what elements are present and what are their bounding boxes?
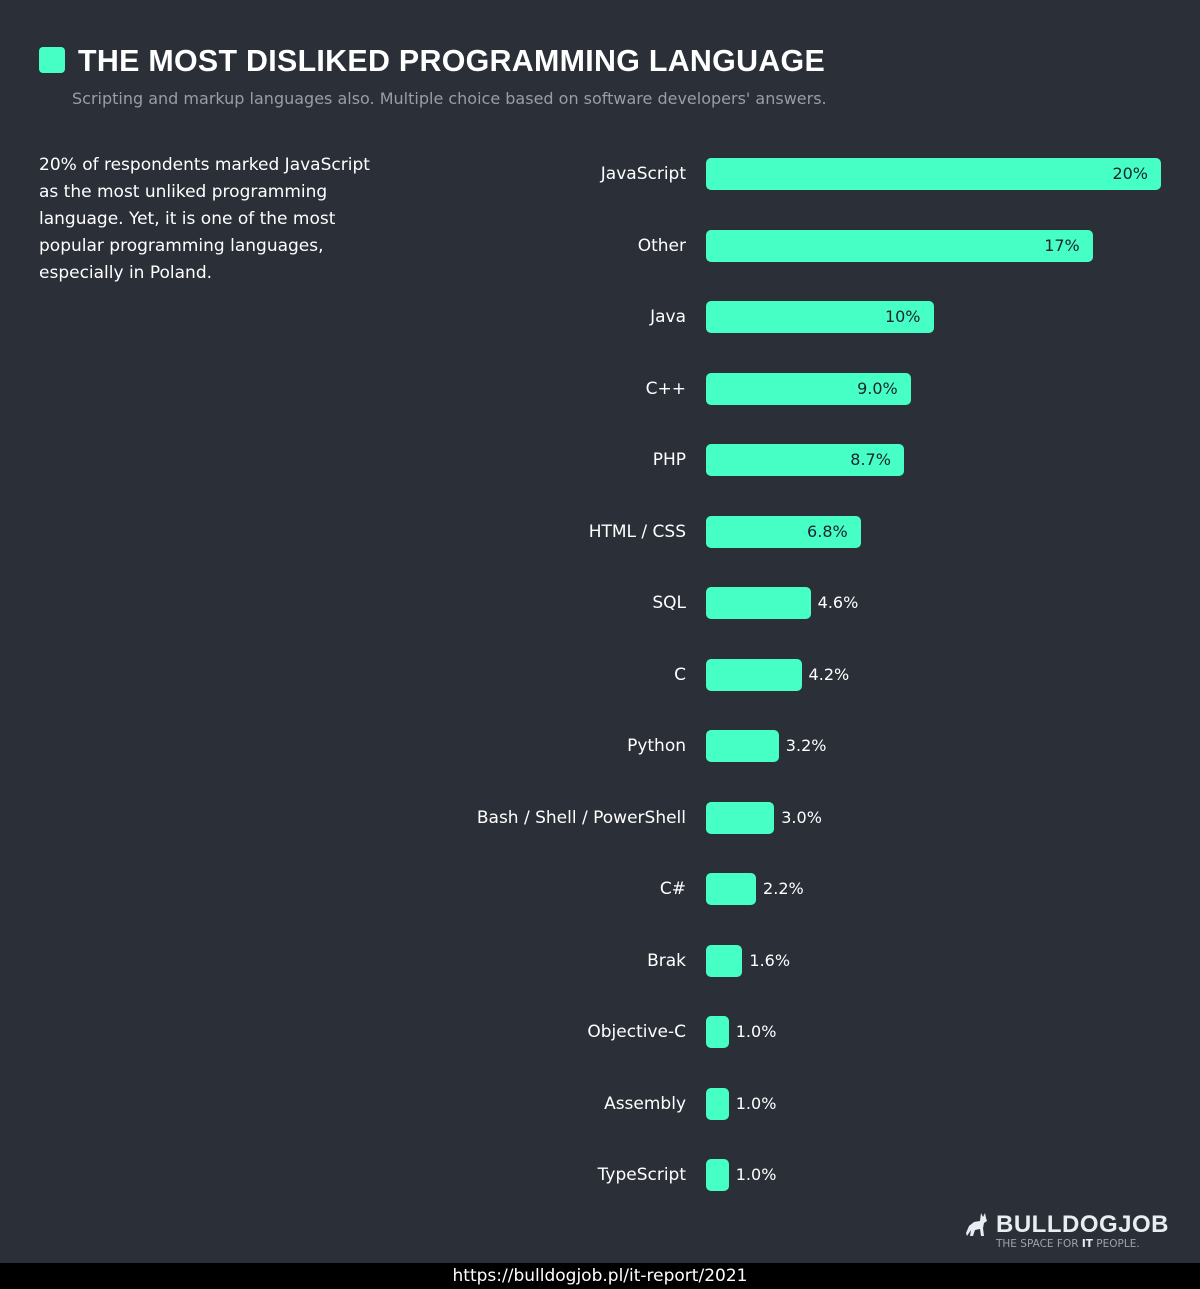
- logo-name: BULLDOGJOB: [996, 1211, 1169, 1238]
- bar: [706, 158, 1161, 190]
- category-label: JavaScript: [600, 164, 686, 184]
- value-label: 1.0%: [735, 1093, 777, 1113]
- chart-title: THE MOST DISLIKED PROGRAMMING LANGUAGE: [78, 43, 826, 78]
- value-label: 20%: [1112, 164, 1148, 183]
- category-label: Assembly: [604, 1093, 686, 1114]
- value-label: 1.0%: [735, 1165, 777, 1184]
- value-label: 1.6%: [749, 950, 791, 970]
- logo-tagline: THE SPACE FOR IT PEOPLE.: [996, 1238, 1140, 1250]
- bulldog-icon: [966, 1213, 987, 1236]
- category-label: HTML / CSS: [588, 521, 686, 542]
- value-label: 10%: [884, 307, 921, 326]
- value-label: 4.6%: [817, 593, 859, 612]
- value-label: 4.2%: [808, 664, 850, 684]
- bar-chart: JavaScript 20% Other 17% Java 10% C++ 9.0% PHP 8.…: [476, 158, 1161, 1191]
- bar: [706, 229, 1093, 262]
- value-label: 1.0%: [735, 1022, 777, 1041]
- bar: [706, 658, 802, 691]
- category-label: TypeScript: [597, 1165, 686, 1185]
- category-label: Java: [650, 307, 686, 327]
- bar: [706, 301, 934, 333]
- bar: [706, 444, 904, 476]
- value-label: 17%: [1044, 235, 1080, 255]
- bar: [706, 873, 757, 905]
- bar: [706, 372, 911, 405]
- bar: [706, 801, 775, 834]
- category-label: Objective-C: [587, 1022, 686, 1042]
- value-label: 3.0%: [781, 807, 822, 827]
- bar: [706, 1159, 729, 1191]
- title-marker: [39, 47, 65, 73]
- value-label: 2.2%: [763, 879, 804, 898]
- category-label: Brak: [647, 950, 686, 971]
- category-label: C++: [645, 378, 686, 399]
- bar: [706, 944, 743, 977]
- chart-note: 20% of respondents marked JavaScript as …: [39, 155, 370, 283]
- value-label: 8.7%: [850, 450, 891, 469]
- value-label: 3.2%: [785, 736, 827, 755]
- source-url[interactable]: https://bulldogjob.pl/it-report/2021: [0, 1263, 1200, 1289]
- bar: [706, 1016, 729, 1048]
- value-label: 6.8%: [807, 521, 848, 541]
- category-label: Bash / Shell / PowerShell: [476, 807, 686, 828]
- chart-subtitle: Scripting and markup languages also. Mul…: [72, 89, 827, 108]
- category-label: Other: [637, 235, 686, 256]
- bar: [706, 515, 861, 548]
- category-label: PHP: [652, 450, 686, 470]
- category-label: C: [674, 664, 686, 685]
- category-label: C#: [659, 879, 686, 899]
- bar: [706, 1087, 729, 1120]
- category-label: Python: [627, 736, 686, 756]
- bar: [706, 730, 779, 762]
- bar: [706, 587, 811, 619]
- category-label: SQL: [652, 593, 686, 613]
- value-label: 9.0%: [857, 378, 898, 398]
